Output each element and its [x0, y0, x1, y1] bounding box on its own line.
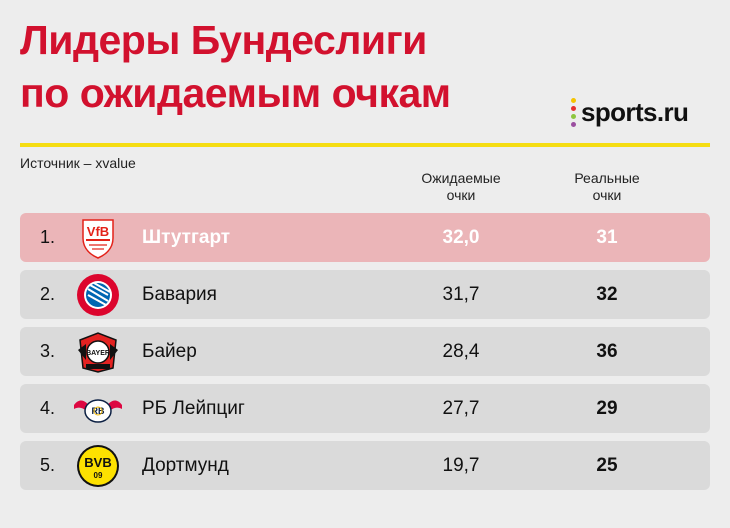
yellow-divider [20, 143, 710, 147]
expected-points: 28,4 [442, 341, 480, 362]
team-name: Штутгарт [142, 227, 231, 248]
expected-points: 32,0 [442, 227, 480, 248]
table-row: 1. VfB Штутгарт 32,0 31 [20, 213, 710, 262]
expected-points: 19,7 [442, 455, 480, 476]
bayer-leverkusen-crest-icon: BAYER [76, 330, 120, 374]
team-name: Бавария [142, 284, 217, 305]
brand-dot [571, 121, 576, 127]
row-rank: 5. [40, 455, 56, 475]
vfb-stuttgart-crest-icon: VfB [76, 216, 120, 260]
page-title: Лидеры Бундеслиги по ожидаемым очкам [20, 14, 451, 120]
table-row: 2. Бавария 31,7 32 [20, 270, 710, 319]
actual-points: 31 [596, 227, 618, 248]
expected-points: 27,7 [442, 398, 480, 419]
title-line-1: Лидеры Бундеслиги [20, 17, 427, 63]
row-rank: 2. [40, 284, 56, 304]
rb-leipzig-crest-icon: RB [74, 387, 122, 431]
svg-text:BAYER: BAYER [86, 350, 110, 357]
column-header-actual: Реальные очки [574, 170, 640, 203]
actual-points: 36 [596, 341, 618, 362]
bvb-dortmund-crest-icon: BVB 09 [76, 444, 120, 488]
brand-logo: sports.ru [571, 96, 689, 128]
brand-name: sports.ru [581, 96, 689, 127]
source-note: Источник – xvalue [20, 155, 136, 171]
team-name: Байер [142, 341, 197, 362]
actual-points: 25 [596, 455, 618, 476]
svg-text:RB: RB [92, 406, 105, 416]
svg-text:09: 09 [94, 471, 103, 480]
brand-dot [571, 113, 576, 119]
brand-dot [571, 105, 576, 111]
team-name: РБ Лейпциг [142, 398, 245, 419]
title-line-2: по ожидаемым очкам [20, 70, 451, 116]
actual-points: 29 [596, 398, 618, 419]
brand-dot [571, 97, 576, 103]
row-rank: 1. [40, 227, 56, 247]
table-row: 5. BVB 09 Дортмунд 19,7 25 [20, 441, 710, 490]
table-row: 4. RB РБ Лейпциг 27,7 29 [20, 384, 710, 433]
svg-text:VfB: VfB [87, 224, 109, 239]
table-row: 3. BAYER Байер 28,4 36 [20, 327, 710, 376]
column-header-expected: Ожидаемые очки [421, 170, 501, 203]
brand-dots-icon [571, 97, 576, 127]
svg-text:BVB: BVB [84, 455, 111, 470]
expected-points: 31,7 [442, 284, 480, 305]
team-name: Дортмунд [142, 455, 229, 476]
row-rank: 3. [40, 341, 56, 361]
actual-points: 32 [596, 284, 618, 305]
bayern-munchen-crest-icon [76, 273, 120, 317]
row-rank: 4. [40, 398, 56, 418]
